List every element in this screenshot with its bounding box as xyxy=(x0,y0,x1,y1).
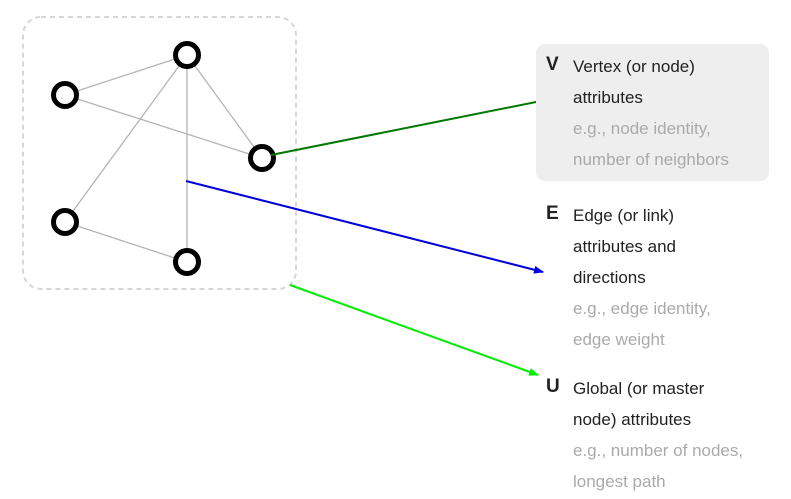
global-example-line: e.g., number of nodes, xyxy=(573,441,744,460)
global-description: Global (or master node) attributes e.g.,… xyxy=(573,373,763,497)
graph-node xyxy=(51,208,79,236)
edge-example-line: e.g., edge identity, xyxy=(573,299,711,318)
graph-box xyxy=(22,16,297,290)
graph-edges xyxy=(64,54,263,263)
edge-arrow xyxy=(185,180,544,274)
vertex-description: Vertex (or node) attributes e.g., node i… xyxy=(573,51,763,175)
global-title-line: node) attributes xyxy=(573,410,692,429)
edge-title-line: Edge (or link) xyxy=(573,206,675,225)
vertex-title-line: Vertex (or node) xyxy=(573,57,695,76)
vertex-example-line: e.g., node identity, xyxy=(573,119,711,138)
global-letter: U xyxy=(546,376,560,397)
global-example-line: longest path xyxy=(573,472,666,491)
global-title-line: Global (or master xyxy=(573,379,705,398)
graph-nodes xyxy=(51,41,276,276)
graph-node xyxy=(173,41,201,69)
graph-edge xyxy=(64,221,188,263)
vertex-arrow xyxy=(270,95,557,156)
global-attributes-block: U Global (or master node) attributes e.g… xyxy=(536,366,769,496)
vertex-letter: V xyxy=(546,54,559,75)
edge-title-line: directions xyxy=(573,268,646,287)
edge-letter: E xyxy=(546,203,559,224)
graph-node xyxy=(248,144,276,172)
vertex-title-line: attributes xyxy=(573,88,643,107)
graph-node xyxy=(173,248,201,276)
graph-edge xyxy=(64,54,188,96)
edge-attributes-block: E Edge (or link) attributes and directio… xyxy=(536,193,769,353)
graph-node xyxy=(51,81,79,109)
vertex-attributes-block: V Vertex (or node) attributes e.g., node… xyxy=(536,44,769,181)
edge-description: Edge (or link) attributes and directions… xyxy=(573,200,763,355)
graph-edge xyxy=(186,54,263,159)
graph-edge xyxy=(64,54,188,223)
edge-example-line: edge weight xyxy=(573,330,665,349)
edge-title-line: attributes and xyxy=(573,237,677,256)
graph-edge xyxy=(64,94,263,159)
global-arrow xyxy=(289,284,539,376)
vertex-example-line: number of neighbors xyxy=(573,150,729,169)
